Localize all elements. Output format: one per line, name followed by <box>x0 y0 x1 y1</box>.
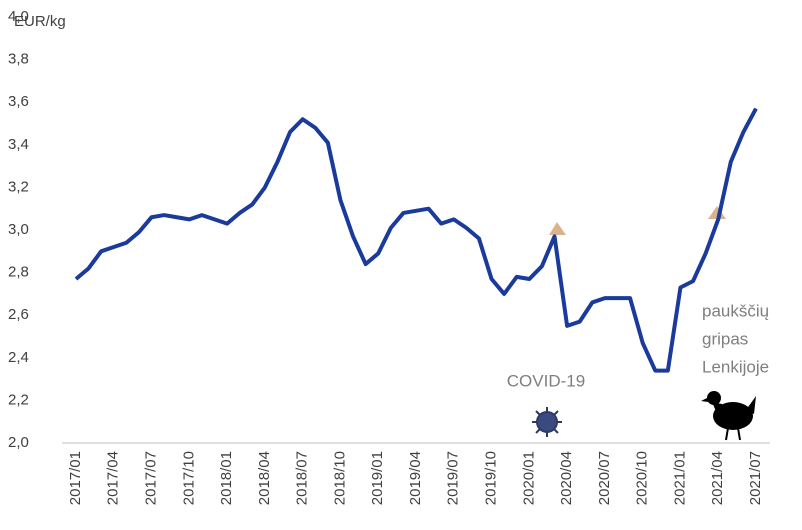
x-tick-label: 2018/07 <box>294 451 311 505</box>
x-tick-label: 2020/01 <box>520 451 537 505</box>
line <box>74 107 758 373</box>
x-tick-label: 2018/10 <box>331 451 348 505</box>
x-tick-label: 2019/10 <box>483 451 500 505</box>
x-tick-label: 2021/07 <box>747 451 764 505</box>
y-tick-label: 2,8 <box>8 264 29 281</box>
x-tick-label: 2017/04 <box>105 451 122 505</box>
x-tick-label: 2018/01 <box>218 451 235 505</box>
event-marker <box>549 222 566 235</box>
y-tick-label: 3,4 <box>8 136 29 153</box>
annotation: Lenkijoje <box>702 357 769 376</box>
virus-icon <box>532 407 562 437</box>
chicken-icon <box>701 391 756 441</box>
x-tick-label: 2017/07 <box>143 451 160 505</box>
x-tick-label: 2021/04 <box>709 451 726 505</box>
y-tick-label: 3,8 <box>8 51 29 68</box>
x-tick-label: 2020/10 <box>634 451 651 505</box>
y-tick-label: 3,6 <box>8 93 29 110</box>
x-tick-label: 2018/04 <box>256 451 273 505</box>
y-axis-label: EUR/kg <box>14 13 66 30</box>
x-tick-label: 2017/10 <box>180 451 197 505</box>
x-tick-label: 2021/01 <box>671 451 688 505</box>
y-tick-label: 2,0 <box>8 434 29 451</box>
y-tick-label: 2,6 <box>8 306 29 323</box>
x-tick-label: 2017/01 <box>67 451 84 505</box>
y-tick-label: 4,0 <box>8 8 29 25</box>
x-tick-label: 2019/04 <box>407 451 424 505</box>
annotation: paukščių <box>702 301 769 320</box>
y-tick-label: 2,2 <box>8 391 29 408</box>
x-tick-label: 2020/04 <box>558 451 575 505</box>
x-tick-label: 2019/07 <box>445 451 462 505</box>
event-marker <box>708 206 726 219</box>
x-tick-label: 2019/01 <box>369 451 386 505</box>
y-tick-label: 2,4 <box>8 349 29 366</box>
annotation: COVID-19 <box>507 371 585 390</box>
annotation: gripas <box>702 329 748 348</box>
y-tick-label: 3,2 <box>8 178 29 195</box>
x-tick-label: 2020/07 <box>596 451 613 505</box>
y-tick-label: 3,0 <box>8 221 29 238</box>
